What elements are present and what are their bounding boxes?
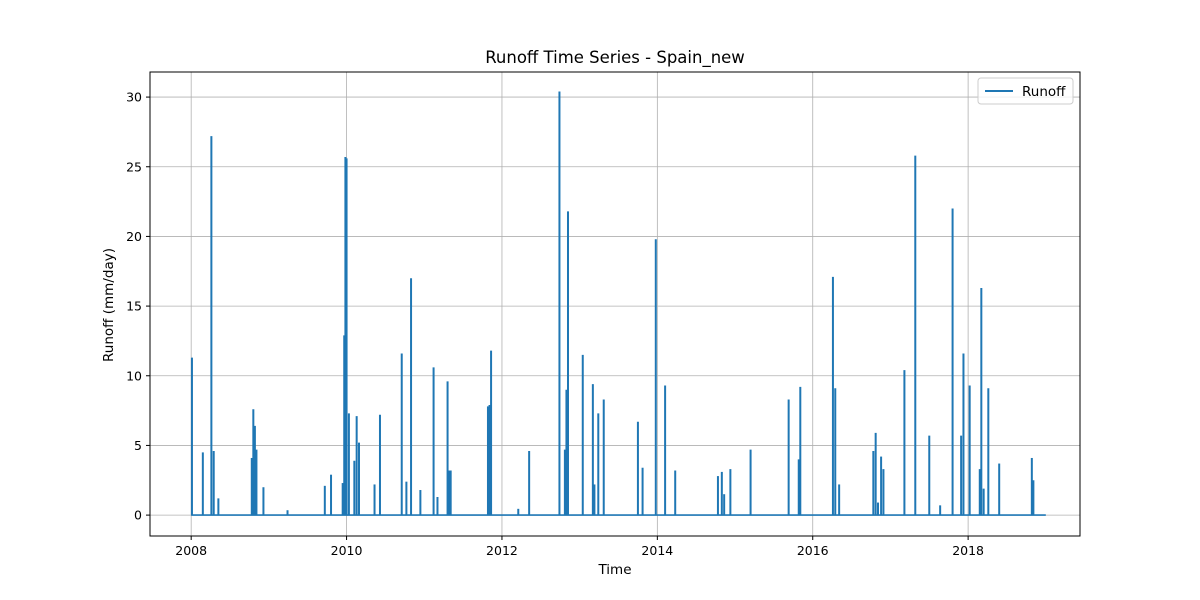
x-tick-label: 2012 <box>486 543 518 558</box>
y-tick-label: 5 <box>134 438 142 453</box>
y-axis-label: Runoff (mm/day) <box>101 248 117 362</box>
x-tick-label: 2010 <box>331 543 363 558</box>
legend-box <box>977 77 1074 105</box>
x-tick-label: 2016 <box>797 543 829 558</box>
legend-label-runoff: Runoff <box>1022 84 1066 100</box>
y-tick-label: 25 <box>126 159 142 174</box>
x-tick-label: 2008 <box>175 543 207 558</box>
y-axis-ticks: 0 5 10 15 20 25 30 <box>126 90 150 523</box>
plot-area-frame <box>149 71 1081 537</box>
grid-lines <box>150 72 1080 536</box>
y-tick-label: 20 <box>126 229 142 244</box>
legend: Runoff <box>977 77 1074 105</box>
x-tick-label: 2018 <box>952 543 984 558</box>
x-axis-label: Time <box>597 562 631 578</box>
y-tick-label: 0 <box>134 508 142 523</box>
x-tick-label: 2014 <box>641 543 673 558</box>
series-layer <box>190 91 1046 516</box>
y-tick-label: 30 <box>126 90 142 105</box>
chart-title: Runoff Time Series - Spain_new <box>485 48 745 68</box>
x-axis-ticks: 2008 2010 2012 2014 2016 2018 <box>175 536 984 558</box>
y-tick-label: 10 <box>126 368 142 383</box>
y-tick-label: 15 <box>126 299 142 314</box>
